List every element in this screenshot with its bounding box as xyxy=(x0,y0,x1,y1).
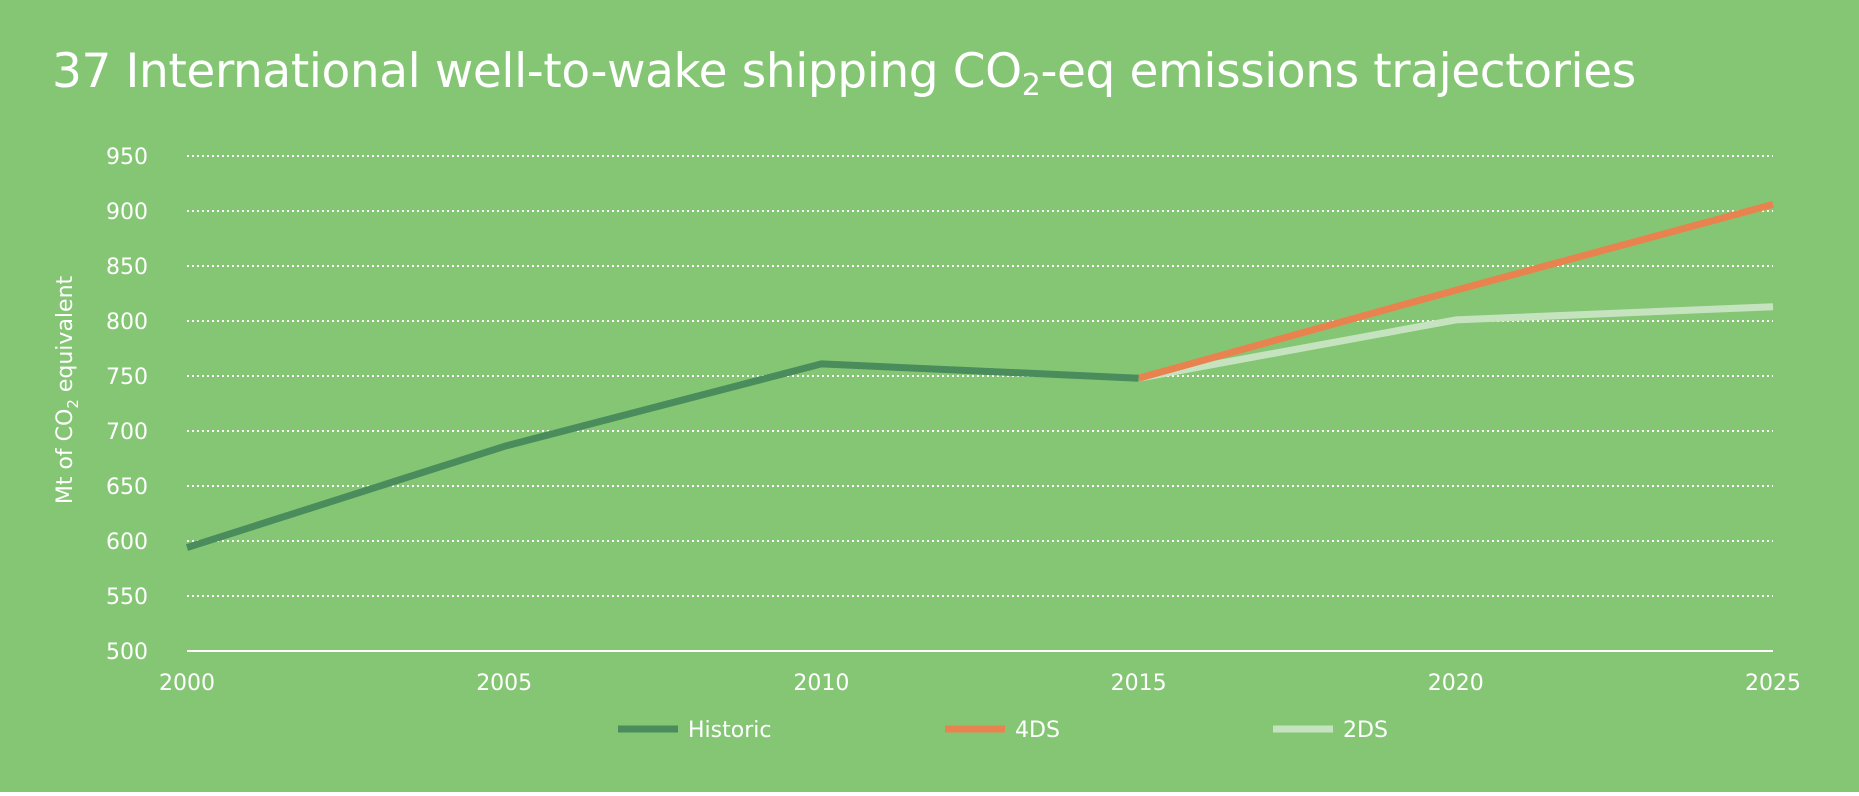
y-axis-label-suffix: equivalent xyxy=(53,275,78,399)
y-axis-label-prefix: Mt of CO xyxy=(53,409,78,504)
legend-item-2ds: 2DS xyxy=(1273,718,1388,743)
title-main: 37 International well-to-wake shipping C… xyxy=(52,44,1022,99)
x-tick-label: 2020 xyxy=(1428,671,1484,696)
title-subscript: 2 xyxy=(1021,68,1041,103)
y-tick-label: 800 xyxy=(106,310,148,335)
gridlines xyxy=(187,155,1773,597)
x-tick-label: 2010 xyxy=(793,671,849,696)
y-tick-label: 650 xyxy=(106,475,148,500)
series-line-2ds xyxy=(1137,303,1774,382)
chart-title: 37 International well-to-wake shipping C… xyxy=(52,42,1636,102)
y-tick-label: 950 xyxy=(106,145,148,170)
y-tick-label: 600 xyxy=(106,530,148,555)
y-tick-label: 550 xyxy=(106,585,148,610)
y-tick-labels: 500 550 600 650 700 750 800 850 900 950 xyxy=(106,145,148,665)
title-suffix: -eq emissions trajectories xyxy=(1040,44,1636,99)
y-tick-label: 900 xyxy=(106,200,148,225)
data-series xyxy=(185,201,1774,551)
x-tick-label: 2005 xyxy=(476,671,532,696)
series-line-4ds xyxy=(1137,201,1774,382)
x-tick-labels: 2000 2005 2010 2015 2020 2025 xyxy=(159,671,1801,696)
legend-item-4ds: 4DS xyxy=(945,718,1060,743)
y-tick-label: 750 xyxy=(106,365,148,390)
y-axis-label-subscript: 2 xyxy=(64,399,82,409)
y-axis-label: Mt of CO2 equivalent xyxy=(53,275,82,504)
y-tick-label: 700 xyxy=(106,420,148,445)
legend: Historic 4DS 2DS xyxy=(618,718,1388,743)
x-tick-label: 2025 xyxy=(1745,671,1801,696)
series-line-historic xyxy=(185,360,1139,551)
legend-item-historic: Historic xyxy=(618,718,771,743)
x-tick-label: 2015 xyxy=(1111,671,1167,696)
y-tick-label: 850 xyxy=(106,255,148,280)
x-tick-label: 2000 xyxy=(159,671,215,696)
legend-label: Historic xyxy=(688,718,771,743)
legend-label: 2DS xyxy=(1343,718,1388,743)
y-tick-label: 500 xyxy=(106,640,148,665)
legend-label: 4DS xyxy=(1015,718,1060,743)
